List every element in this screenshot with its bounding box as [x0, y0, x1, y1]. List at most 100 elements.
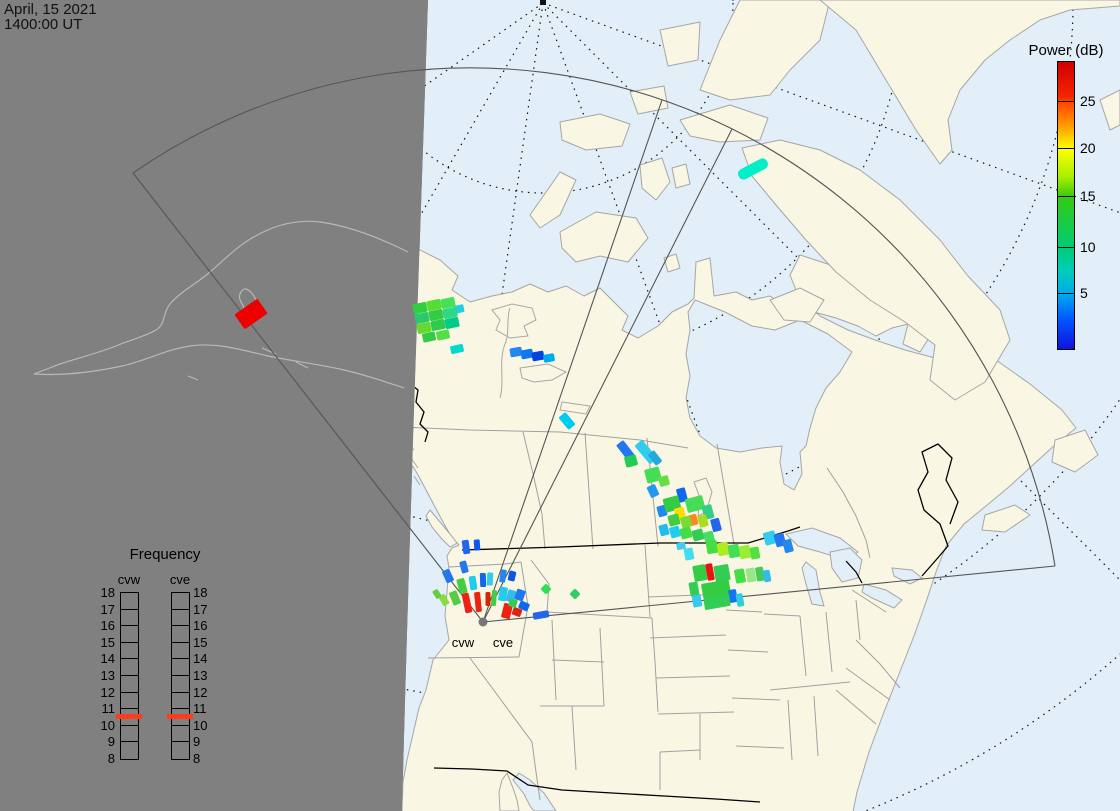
- alaska-outline: [33, 220, 409, 389]
- fov-fan-lines: [132, 67, 1056, 623]
- frequency-tick-label: 12: [193, 684, 208, 700]
- frequency-bar-cell: [121, 643, 138, 660]
- radar-echo-cell: [679, 526, 693, 540]
- radar-echo-cell: [444, 316, 460, 330]
- radar-echo-cell: [692, 564, 708, 582]
- radar-echo-cell: [705, 563, 715, 581]
- frequency-bar-cell: [121, 742, 138, 758]
- power-colorbar-tick-line: [1058, 292, 1074, 294]
- frequency-bar-cell: [172, 643, 189, 660]
- frequency-tick-label: 16: [100, 618, 115, 634]
- power-colorbar-tick-line: [1058, 147, 1074, 149]
- power-colorbar-tick-label: 25: [1080, 92, 1096, 109]
- power-colorbar-tick-line: [1058, 246, 1074, 248]
- radar-echo-cell: [716, 541, 730, 557]
- frequency-bar-cell: [121, 709, 138, 726]
- frequency-bar-cell: [121, 676, 138, 693]
- radar-echo-cell: [697, 514, 709, 528]
- radar-echo-cell: [426, 298, 442, 312]
- radar-echo-cell: [531, 350, 545, 362]
- radar-echo-cell: [569, 588, 581, 600]
- power-colorbar-tick-line: [1058, 195, 1074, 197]
- radar-echo-cell: [676, 542, 686, 550]
- radar-echo-cell: [540, 583, 552, 595]
- radar-echo-cell: [474, 591, 482, 613]
- radar-site-dot: [478, 617, 488, 627]
- frequency-bar-cell: [121, 593, 138, 610]
- frequency-tick-label: 15: [193, 634, 208, 650]
- power-colorbar-tick-line: [1058, 100, 1074, 102]
- radar-echo-cell: [762, 530, 778, 546]
- radar-echo-cell: [468, 575, 478, 591]
- frequency-tick-label: 11: [101, 701, 116, 717]
- radar-echo-cell: [684, 495, 706, 513]
- frequency-bar-cell: [121, 693, 138, 710]
- radar-echo-cell: [514, 588, 526, 602]
- radar-echo-cell: [691, 528, 705, 542]
- frequency-tick-label: 8: [107, 751, 115, 766]
- frequency-tick-label: 9: [107, 734, 115, 750]
- radar-echo-cell: [713, 564, 731, 582]
- frequency-bar-cell: [172, 693, 189, 710]
- radar-echo-cell: [749, 546, 761, 560]
- radar-echo-cell: [738, 544, 752, 560]
- radar-echo-cell: [479, 572, 487, 588]
- frequency-tick-label: 16: [193, 618, 208, 634]
- radar-echo-cell: [485, 592, 491, 606]
- power-colorbar-title: Power (dB): [1028, 42, 1104, 59]
- frequency-tick-label: 12: [100, 684, 115, 700]
- frequency-bar-cell: [172, 709, 189, 726]
- radar-echo-cell: [762, 569, 772, 583]
- radar-echo-cell: [738, 158, 768, 180]
- radar-echo-cell: [532, 610, 550, 620]
- fov-outer-arc: [132, 67, 1056, 567]
- radar-echo-cell: [508, 598, 518, 608]
- frequency-bar-cvw: [120, 592, 139, 760]
- fov-inner-edge-west: [482, 99, 663, 623]
- time-text: 1400:00 UT: [4, 16, 83, 33]
- frequency-bar-cell: [172, 626, 189, 643]
- frequency-tick-label: 18: [193, 585, 208, 600]
- radar-echo-cell: [442, 306, 458, 320]
- radar-echo-cell: [745, 567, 757, 583]
- frequency-col-label-cve: cve: [169, 572, 191, 587]
- frequency-legend-title: Frequency: [129, 546, 201, 563]
- radar-echo-cell: [511, 607, 523, 617]
- frequency-bar-cell: [121, 726, 138, 743]
- radar-echo-cell: [498, 586, 508, 602]
- power-colorbar-tick-label: 10: [1080, 238, 1096, 255]
- radar-echo-cell: [727, 543, 741, 559]
- radar-echo-cell: [658, 523, 670, 537]
- radar-echo-layer: [234, 158, 794, 620]
- radar-echo-cell: [461, 539, 471, 555]
- great-lakes: [785, 527, 923, 609]
- radar-echo-cell: [520, 348, 534, 360]
- radar-echo-cell: [646, 484, 660, 498]
- timestamp: April, 15 2021 1400:00 UT: [4, 2, 97, 32]
- fov-right-edge: [482, 565, 1056, 623]
- frequency-legend: Frequency cvw cve 18 17 16 15 14 13 12 11 10 9 8 1…: [90, 546, 220, 776]
- frequency-col-label-cvw: cvw: [117, 572, 141, 587]
- radar-echo-cell: [703, 530, 715, 544]
- radar-echo-cell: [667, 513, 681, 527]
- radar-echo-cell: [499, 569, 507, 583]
- frequency-tick-label: 18: [100, 585, 115, 600]
- date-text: April, 15 2021: [4, 1, 97, 18]
- radar-echo-cell: [501, 602, 513, 620]
- radar-echo-cell: [735, 593, 745, 607]
- international-borders: [407, 381, 959, 803]
- frequency-tick-label: 15: [100, 634, 115, 650]
- fov-inner-edge-east: [482, 128, 733, 623]
- radar-echo-cell: [559, 412, 575, 430]
- frequency-tick-label: 10: [100, 717, 115, 733]
- radar-echo-cell: [676, 487, 688, 503]
- frequency-tick-label: 8: [193, 751, 201, 766]
- radar-echo-cell: [509, 346, 523, 358]
- power-colorbar-tick-label: 15: [1080, 187, 1096, 204]
- radar-echo-cell: [688, 581, 700, 597]
- radar-echo-cell: [669, 525, 681, 539]
- frequency-bar-cell: [121, 610, 138, 627]
- radar-echo-cell: [658, 475, 670, 487]
- radar-echo-cell: [624, 454, 638, 468]
